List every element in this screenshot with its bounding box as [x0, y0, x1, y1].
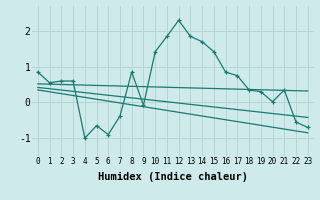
X-axis label: Humidex (Indice chaleur): Humidex (Indice chaleur)	[98, 172, 248, 182]
